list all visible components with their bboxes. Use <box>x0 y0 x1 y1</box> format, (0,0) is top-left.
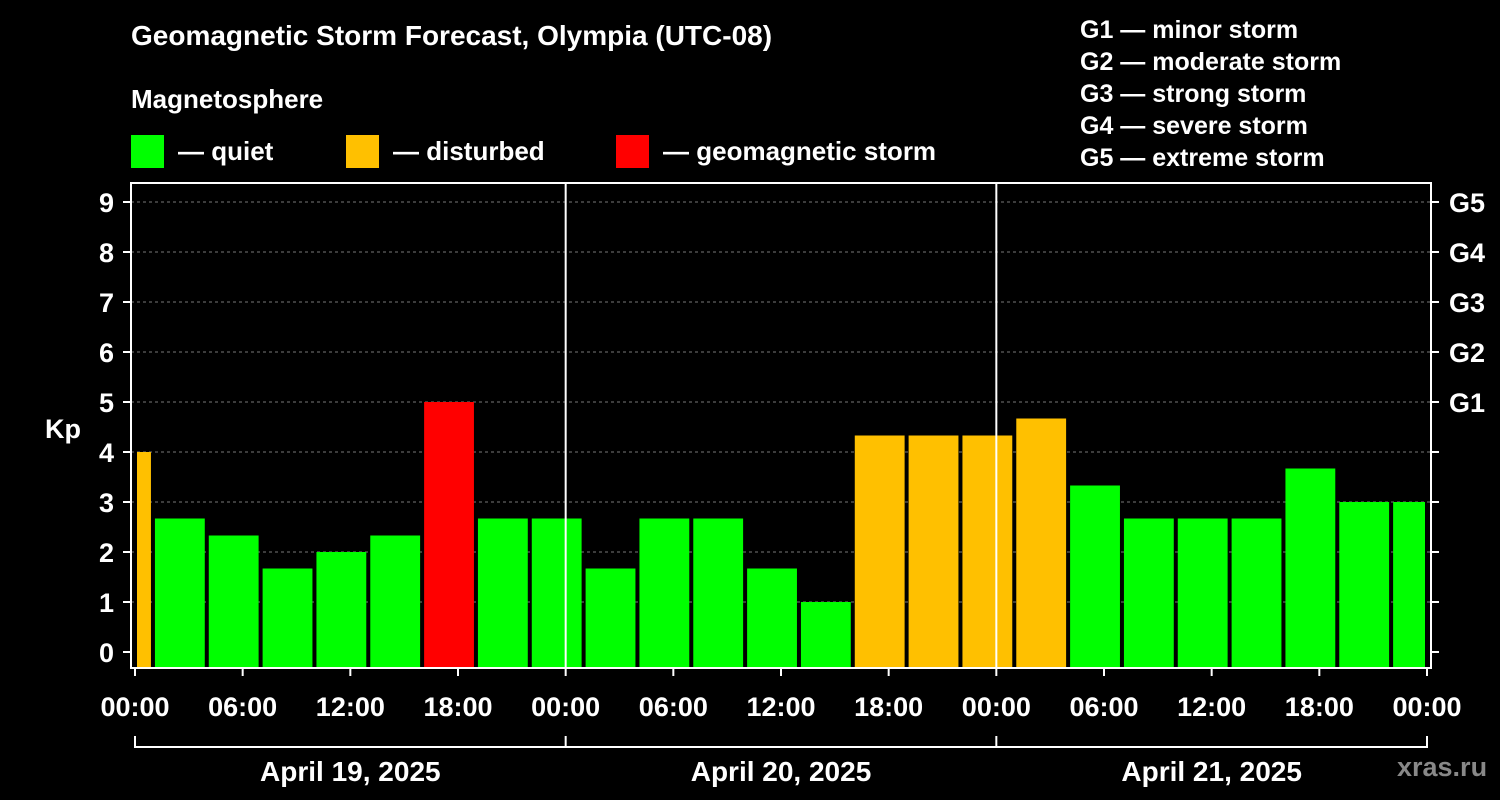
x-tick-label-2: 12:00 <box>316 692 385 722</box>
chart-title: Geomagnetic Storm Forecast, Olympia (UTC… <box>131 20 773 51</box>
y-axis-title: Kp <box>45 414 81 444</box>
x-tick-label-11: 18:00 <box>1285 692 1354 722</box>
x-tick-label-6: 12:00 <box>746 692 815 722</box>
kp-bar-2 <box>208 535 259 668</box>
x-tick-label-7: 18:00 <box>854 692 923 722</box>
kp-bar-5 <box>370 535 421 668</box>
g-label-g2: G2 <box>1449 338 1485 368</box>
kp-bar-3 <box>262 568 313 668</box>
y-tick-label-7: 7 <box>99 288 114 318</box>
legend-storm: — geomagnetic storm <box>616 134 936 168</box>
brand-watermark: xras.ru <box>1397 752 1488 782</box>
x-tick-label-9: 06:00 <box>1069 692 1138 722</box>
y-tick-label-0: 0 <box>99 638 114 668</box>
kp-bar-11 <box>693 518 744 668</box>
y-tick-label-6: 6 <box>99 338 114 368</box>
x-tick-label-0: 00:00 <box>100 692 169 722</box>
kp-bar-24 <box>1393 502 1425 668</box>
g-scale-g5: G5 — extreme storm <box>1080 144 1325 172</box>
g-scale-g3: G3 — strong storm <box>1080 80 1307 108</box>
y-tick-label-5: 5 <box>99 388 114 418</box>
g-scale-list: G1 — minor storm G2 — moderate storm G3 … <box>1080 14 1341 174</box>
kp-bar-12 <box>747 568 797 668</box>
g-scale-g2: G2 — moderate storm <box>1080 48 1342 76</box>
legend-label-quiet: — quiet <box>178 135 274 166</box>
kp-bar-9 <box>585 568 636 668</box>
magnetosphere-label: Magnetosphere <box>131 84 324 114</box>
x-tick-label-1: 06:00 <box>208 692 277 722</box>
y-tick-label-4: 4 <box>99 438 114 468</box>
x-tick-label-12: 00:00 <box>1392 692 1461 722</box>
kp-bar-22 <box>1285 468 1336 668</box>
kp-bar-17 <box>1016 418 1067 668</box>
y-tick-label-2: 2 <box>99 538 114 568</box>
day-label-2: April 21, 2025 <box>1121 756 1302 787</box>
kp-bar-8 <box>531 518 582 668</box>
x-tick-label-10: 12:00 <box>1177 692 1246 722</box>
g-label-g3: G3 <box>1449 288 1485 318</box>
legend-label-disturbed: — disturbed <box>393 135 545 166</box>
kp-bar-23 <box>1339 502 1390 668</box>
y-tick-label-3: 3 <box>99 488 114 518</box>
kp-bar-14 <box>854 435 905 668</box>
legend-label-storm: — geomagnetic storm <box>663 135 937 166</box>
g-scale-g4: G4 — severe storm <box>1080 112 1308 140</box>
kp-bar-18 <box>1070 485 1120 668</box>
y-tick-label-9: 9 <box>99 188 114 218</box>
legend-quiet: — quiet <box>131 134 273 168</box>
day-label-1: April 20, 2025 <box>691 756 872 787</box>
legend-disturbed: — disturbed <box>346 134 545 168</box>
kp-bar-20 <box>1177 518 1228 668</box>
x-tick-label-5: 06:00 <box>639 692 708 722</box>
kp-bar-6 <box>424 402 474 668</box>
legend-swatch-storm <box>616 134 649 168</box>
kp-bar-10 <box>639 518 690 668</box>
g-scale-g1: G1 — minor storm <box>1080 16 1299 44</box>
kp-bar-13 <box>800 602 851 668</box>
y-tick-label-1: 1 <box>99 588 114 618</box>
y-tick-label-8: 8 <box>99 238 114 268</box>
kp-bar-1 <box>154 518 205 668</box>
day-label-0: April 19, 2025 <box>260 756 441 787</box>
legend-swatch-quiet <box>131 134 164 168</box>
kp-bar-21 <box>1231 518 1282 668</box>
kp-bar-0 <box>137 452 151 668</box>
legend-swatch-disturbed <box>346 134 379 168</box>
x-tick-label-4: 00:00 <box>531 692 600 722</box>
x-tick-label-3: 18:00 <box>423 692 492 722</box>
g-label-g5: G5 <box>1449 188 1485 218</box>
kp-bar-15 <box>908 435 959 668</box>
g-label-g4: G4 <box>1449 238 1485 268</box>
kp-bar-7 <box>477 518 528 668</box>
x-tick-label-8: 00:00 <box>962 692 1031 722</box>
g-label-g1: G1 <box>1449 388 1485 418</box>
kp-bar-16 <box>962 435 1013 668</box>
kp-bar-4 <box>316 552 367 668</box>
kp-bar-19 <box>1123 518 1174 668</box>
